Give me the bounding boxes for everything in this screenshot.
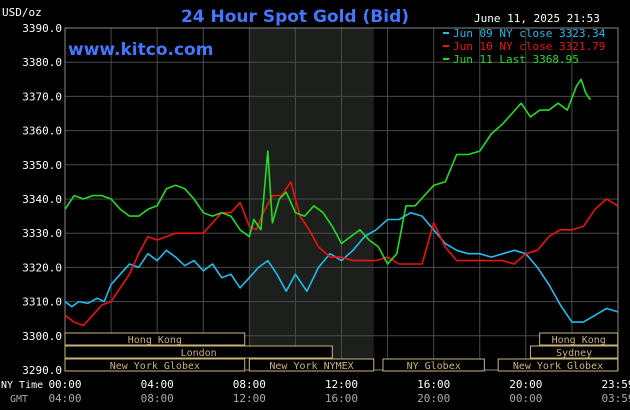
x-tick-label-ny: 08:00 <box>233 378 266 391</box>
session-box <box>539 332 619 346</box>
session-box <box>497 358 619 372</box>
y-tick-label: 3350.0 <box>22 159 62 172</box>
x-tick-label-ny: 00:00 <box>48 378 81 391</box>
y-tick-label: 3300.0 <box>22 330 62 343</box>
y-tick-label: 3370.0 <box>22 90 62 103</box>
axes: 3290.0 3300.0 3310.0 3320.0 3330.0 3340.0 3350… <box>22 22 630 405</box>
series-line-3 <box>64 78 592 265</box>
x-tick-label-gmt: 16:00 <box>325 392 358 405</box>
legend-label: Jun 09 NY close 3323.34 <box>453 27 606 40</box>
y-tick-label: 3320.0 <box>22 261 62 274</box>
series-line-2 <box>64 181 619 327</box>
chart-title: 24 Hour Spot Gold (Bid) <box>181 7 409 27</box>
x-row-label-ny: NY Time <box>1 380 43 391</box>
x-tick-label-gmt: 08:00 <box>141 392 174 405</box>
x-tick-label-ny: 16:00 <box>417 378 450 391</box>
x-tick-label-ny: 04:00 <box>141 378 174 391</box>
session-box <box>64 358 246 372</box>
y-tick-label: 3290.0 <box>22 364 62 377</box>
y-tick-label: 3360.0 <box>22 125 62 138</box>
series-line-1 <box>64 211 619 323</box>
session-box <box>248 358 375 372</box>
x-tick-label-gmt: 00:00 <box>509 392 542 405</box>
x-tick-label-gmt: 12:00 <box>233 392 266 405</box>
y-tick-label: 3310.0 <box>22 296 62 309</box>
x-tick-label-gmt: 20:00 <box>417 392 450 405</box>
x-row-label-gmt: GMT <box>10 394 28 405</box>
session-box <box>64 332 246 346</box>
x-tick-label-ny: 20:00 <box>509 378 542 391</box>
y-tick-label: 3380.0 <box>22 56 62 69</box>
watermark: www.kitco.com <box>68 40 213 60</box>
y-unit-label: USD/oz <box>2 6 42 19</box>
trading-sessions: Hong Kong London New York Globex New York N… <box>64 332 619 372</box>
session-label: Sydney <box>556 348 592 359</box>
x-tick-label-gmt: 03:59 <box>601 392 630 405</box>
session-box <box>64 345 333 359</box>
session-label: Hong Kong <box>128 335 182 346</box>
x-tick-label-ny: 12:00 <box>325 378 358 391</box>
session-label: London <box>181 348 217 359</box>
legend-label: Jun 11 Last 3368.95 <box>453 53 579 66</box>
session-label: New York Globex <box>513 361 603 372</box>
session-label: Hong Kong <box>552 335 606 346</box>
session-label: New York Globex <box>110 361 200 372</box>
session-label: NY Globex <box>407 361 461 372</box>
x-tick-label-gmt: 04:00 <box>48 392 81 405</box>
legend-label: Jun 10 NY close 3321.79 <box>453 40 605 53</box>
session-box <box>382 358 485 372</box>
grid <box>64 27 619 371</box>
y-tick-label: 3390.0 <box>22 22 62 35</box>
y-tick-label: 3330.0 <box>22 227 62 240</box>
x-tick-label-ny: 23:59 <box>601 378 630 391</box>
session-box <box>529 345 619 359</box>
session-label: New York NYMEX <box>269 361 353 372</box>
y-tick-label: 3340.0 <box>22 193 62 206</box>
price-series <box>64 78 619 327</box>
date-stamp: June 11, 2025 21:53 <box>474 12 600 25</box>
